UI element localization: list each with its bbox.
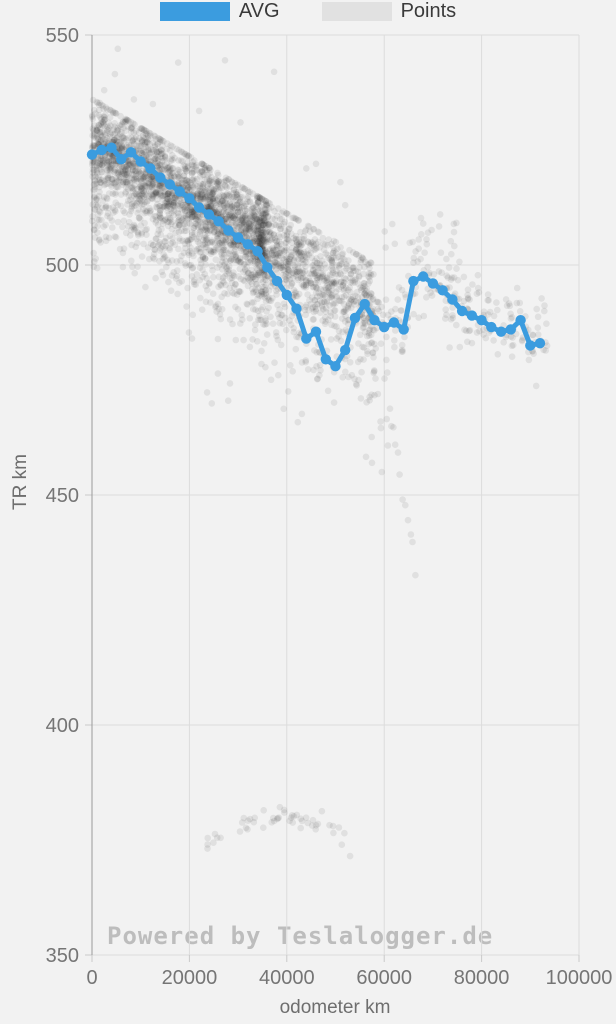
avg-point[interactable]	[164, 179, 176, 190]
avg-point[interactable]	[447, 294, 458, 305]
y-axis-title: TR km	[10, 454, 31, 510]
avg-legend-label: AVG	[238, 0, 280, 22]
avg-point[interactable]	[184, 193, 195, 204]
avg-point[interactable]	[359, 298, 370, 310]
y-tick-label: 400	[46, 715, 79, 737]
avg-point[interactable]	[525, 340, 536, 351]
avg-point[interactable]	[388, 317, 400, 328]
avg-series	[86, 142, 546, 372]
avg-point[interactable]	[466, 310, 478, 321]
watermark: Powered by Teslalogger.de	[107, 922, 494, 950]
avg-point[interactable]	[86, 149, 98, 160]
avg-point[interactable]	[291, 303, 302, 314]
avg-point[interactable]	[349, 312, 361, 324]
avg-swatch-icon	[159, 2, 230, 21]
avg-point[interactable]	[330, 361, 341, 372]
x-tick-label: 60000	[356, 967, 412, 989]
avg-point[interactable]	[281, 289, 292, 301]
chart-legend: AVG Points	[0, 0, 616, 22]
avg-point[interactable]	[515, 315, 526, 326]
legend-item-points[interactable]: Points	[321, 0, 457, 22]
avg-point[interactable]	[155, 172, 166, 183]
avg-point[interactable]	[145, 163, 156, 174]
avg-point[interactable]	[116, 154, 127, 165]
avg-point[interactable]	[193, 202, 205, 213]
avg-point[interactable]	[340, 344, 351, 356]
x-tick-label: 0	[86, 967, 97, 989]
avg-point[interactable]	[271, 275, 283, 287]
avg-point[interactable]	[125, 147, 137, 158]
avg-point[interactable]	[252, 246, 263, 257]
avg-point[interactable]	[486, 321, 497, 333]
avg-point[interactable]	[242, 239, 253, 250]
x-tick-label: 80000	[454, 967, 510, 989]
avg-point[interactable]	[379, 321, 390, 333]
avg-point[interactable]	[476, 315, 487, 326]
avg-point[interactable]	[135, 156, 146, 167]
y-tick-label: 500	[46, 255, 79, 277]
y-tick-label: 450	[46, 485, 79, 507]
avg-point[interactable]	[320, 354, 331, 365]
avg-point[interactable]	[437, 285, 448, 296]
x-tick-label: 40000	[259, 967, 315, 989]
avg-point[interactable]	[213, 216, 224, 227]
points-swatch-icon	[321, 2, 392, 21]
y-tick-label: 550	[46, 25, 79, 47]
avg-point[interactable]	[369, 315, 380, 326]
avg-point[interactable]	[262, 262, 273, 273]
avg-point[interactable]	[456, 305, 468, 317]
avg-point[interactable]	[301, 333, 312, 344]
x-tick-label: 20000	[162, 967, 218, 989]
avg-point[interactable]	[96, 144, 107, 156]
avg-point[interactable]	[398, 324, 409, 335]
y-tick-label: 350	[46, 945, 79, 967]
avg-point[interactable]	[174, 186, 185, 197]
avg-point[interactable]	[232, 232, 244, 243]
avg-point[interactable]	[495, 326, 507, 337]
legend-item-avg[interactable]: AVG	[159, 0, 280, 22]
avg-point[interactable]	[408, 275, 419, 287]
avg-point[interactable]	[203, 209, 215, 220]
avg-point[interactable]	[223, 225, 234, 236]
avg-point[interactable]	[534, 338, 546, 349]
avg-point[interactable]	[310, 326, 322, 337]
points-legend-label: Points	[400, 0, 457, 22]
x-tick-label: 100000	[546, 967, 613, 989]
x-axis-title: odometer km	[279, 997, 391, 1018]
avg-point[interactable]	[505, 324, 516, 335]
avg-point[interactable]	[418, 271, 429, 282]
avg-point[interactable]	[106, 142, 117, 153]
avg-point[interactable]	[427, 278, 439, 289]
